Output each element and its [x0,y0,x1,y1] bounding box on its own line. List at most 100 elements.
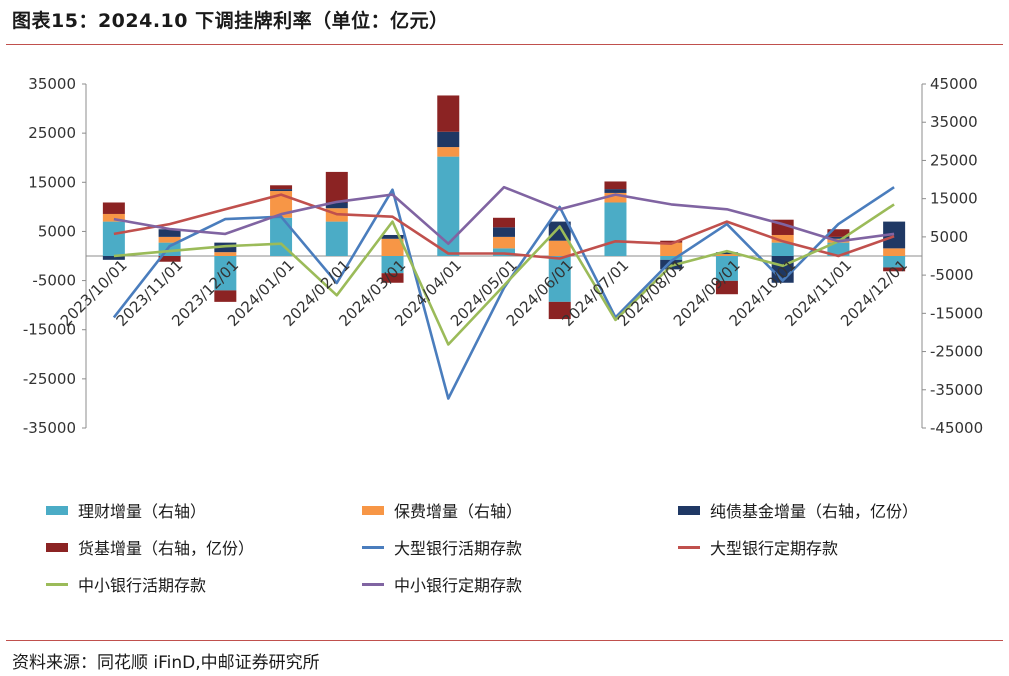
bar-segment [214,290,237,302]
left-tick-label: 25000 [28,124,76,142]
bar-segment [604,192,627,203]
legend-label: 保费增量（右轴） [394,502,523,521]
legend-label: 中小银行活期存款 [78,576,207,595]
bar-segment [827,229,850,237]
left-tick-label: -35000 [23,419,76,437]
bar-segment [660,242,683,256]
bar-segment [827,242,850,256]
bar-segment [715,254,738,256]
legend-item: 货基增量（右轴，亿份） [46,535,254,559]
left-tick-label: 5000 [38,222,76,240]
bar-segment [715,252,738,255]
bar-segment [102,202,125,214]
bar-segment [493,236,515,249]
series-line [113,193,895,260]
bar-segment [493,248,515,256]
right-tick-label: -5000 [930,266,974,284]
left-tick-label: 15000 [28,173,76,191]
bar-segment [437,131,460,148]
bar-segment [270,189,293,192]
legend-item: 保费增量（右轴） [362,498,522,522]
bar-segment [771,242,794,256]
bar-segment [715,280,738,295]
bar-segment [214,252,237,256]
left-tick-label: -5000 [32,272,76,290]
legend-item: 中小银行活期存款 [46,572,206,596]
legend-label: 大型银行活期存款 [394,539,523,558]
bar-segment [158,236,181,243]
combo-chart: 35000 25000 15000 5000 -5000 -15000 -25000 -350… [23,75,983,437]
right-tick-label: 45000 [930,75,978,93]
legend-label: 纯债基金增量（右轴，亿份） [710,502,919,521]
right-tick-label: 35000 [930,113,978,131]
source-note: 资料来源：同花顺 iFinD,中邮证券研究所 [12,653,320,673]
legend-swatch [46,505,68,515]
bar-segment [325,202,348,209]
bar-segment [102,221,125,256]
right-tick-label: 5000 [930,228,968,246]
bar-segment [381,273,404,283]
bar-segment [437,95,460,132]
bar-segment [604,189,627,193]
legend-swatch [46,582,68,586]
bar-segment [270,217,293,256]
bar-segment [883,267,906,272]
legend-label: 中小银行定期存款 [394,576,523,595]
legend-item: 大型银行定期存款 [678,535,838,559]
chart-legend: 理财增量（右轴） 保费增量（右轴） 纯债基金增量（右轴，亿份） 货基增量（右轴，亿份）… [0,498,1009,608]
bar-segment [437,147,460,157]
bar-segment [102,213,125,222]
bar-segment [660,256,683,260]
bar-segment [548,301,571,320]
bar-segment [883,256,906,268]
legend-label: 理财增量（右轴） [78,502,207,521]
series-line [113,203,895,346]
right-tick-label: -25000 [930,343,983,361]
bar-segment [660,240,683,243]
legend-label: 货基增量（右轴，亿份） [78,539,255,558]
bar-segment [325,171,348,203]
bar-segment [771,234,794,243]
bar-segment [381,256,404,274]
right-tick-label: 15000 [930,190,978,208]
legend-swatch [362,545,384,549]
bar-segment [102,256,125,260]
bar-segment [493,227,515,237]
bar-segment [381,238,404,256]
bar-segment [270,185,293,190]
bar-segment [214,256,237,291]
legend-swatch [362,505,384,515]
bar-segment [604,202,627,256]
legend-swatch [362,582,384,586]
series-line [113,185,895,245]
bar-segment [715,256,738,281]
right-tick-label: -15000 [930,304,983,322]
page-title: 图表15：2024.10 下调挂牌利率（单位：亿元） [12,10,449,32]
right-tick-label: -45000 [930,419,983,437]
bar-segment [827,236,850,239]
legend-swatch [678,545,700,549]
bar-segment [325,221,348,256]
bar-segment [381,234,404,239]
left-tick-label: -25000 [23,370,76,388]
left-tick-label: -15000 [23,321,76,339]
footer-divider [6,640,1003,641]
legend-label: 大型银行定期存款 [710,539,839,558]
legend-item: 大型银行活期存款 [362,535,522,559]
title-divider [6,44,1003,45]
bar-segment [437,156,460,256]
bar-segment [604,181,627,190]
legend-item: 纯债基金增量（右轴，亿份） [678,498,918,522]
bar-segment [548,256,571,302]
bar-segment [548,240,571,256]
bar-segment [493,217,515,228]
right-tick-label: -35000 [930,381,983,399]
bar-segment [883,248,906,256]
bar-segment [158,229,181,237]
left-tick-label: 35000 [28,75,76,93]
right-tick-label: 25000 [930,151,978,169]
bar-segment [158,256,181,262]
legend-swatch [678,505,700,515]
legend-item: 理财增量（右轴） [46,498,206,522]
legend-swatch [46,542,68,552]
